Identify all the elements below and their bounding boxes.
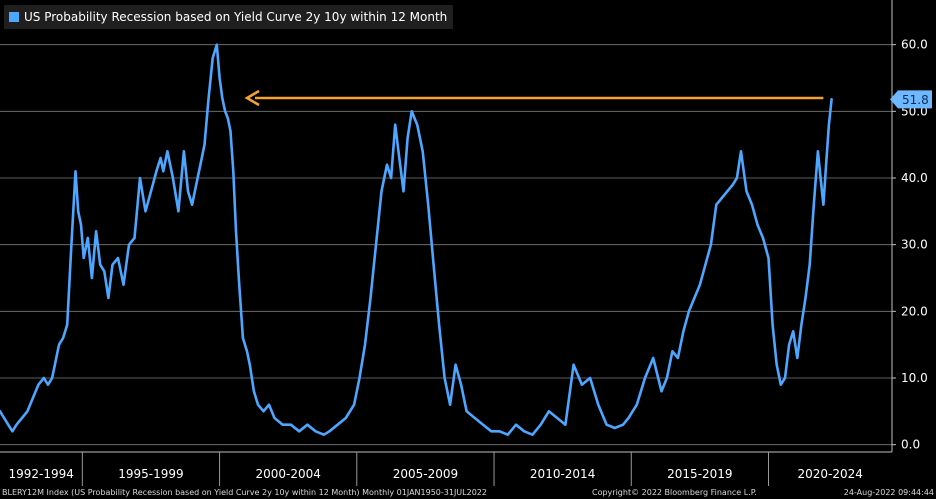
y-tick-label: 30.0: [901, 238, 928, 252]
series-layer: [0, 43, 833, 437]
series-line: [0, 43, 833, 437]
gridlines: [0, 44, 892, 446]
legend-swatch-icon: [9, 12, 19, 22]
y-tick-label: 40.0: [901, 171, 928, 185]
x-period-label: 2000-2004: [255, 467, 320, 481]
y-tick-label: 0.0: [901, 438, 920, 452]
footer-timestamp: 24-Aug-2022 09:44:44: [843, 488, 934, 497]
last-value-tag: [890, 90, 932, 109]
y-tick-label: 60.0: [901, 38, 928, 52]
x-axis-periods: 1992-1994 1995-1999 2000-2004 2005-2009 2010…: [0, 451, 892, 486]
y-axis: 0.010.020.030.040.050.060.051.8: [890, 0, 932, 452]
chart-legend: US Probability Recession based on Yield …: [4, 5, 454, 29]
last-value-label: 51.8: [902, 93, 929, 107]
annotation-layer: [244, 89, 824, 107]
y-tick-label: 20.0: [901, 304, 928, 318]
x-period-label: 1992-1994: [8, 467, 73, 481]
footer-source: BLERY12M Index (US Probability Recession…: [2, 488, 487, 497]
footer-copyright: Copyright© 2022 Bloomberg Finance L.P.: [592, 488, 757, 497]
chart-title: US Probability Recession based on Yield …: [24, 10, 448, 24]
x-period-label: 1995-1999: [118, 467, 183, 481]
annotation-arrow-head-icon: [244, 89, 260, 107]
x-period-label: 2005-2009: [393, 467, 458, 481]
x-period-label: 2015-2019: [667, 467, 732, 481]
y-tick-label: 10.0: [901, 371, 928, 385]
x-period-label: 2010-2014: [530, 467, 595, 481]
x-period-label: 2020-2024: [798, 467, 863, 481]
